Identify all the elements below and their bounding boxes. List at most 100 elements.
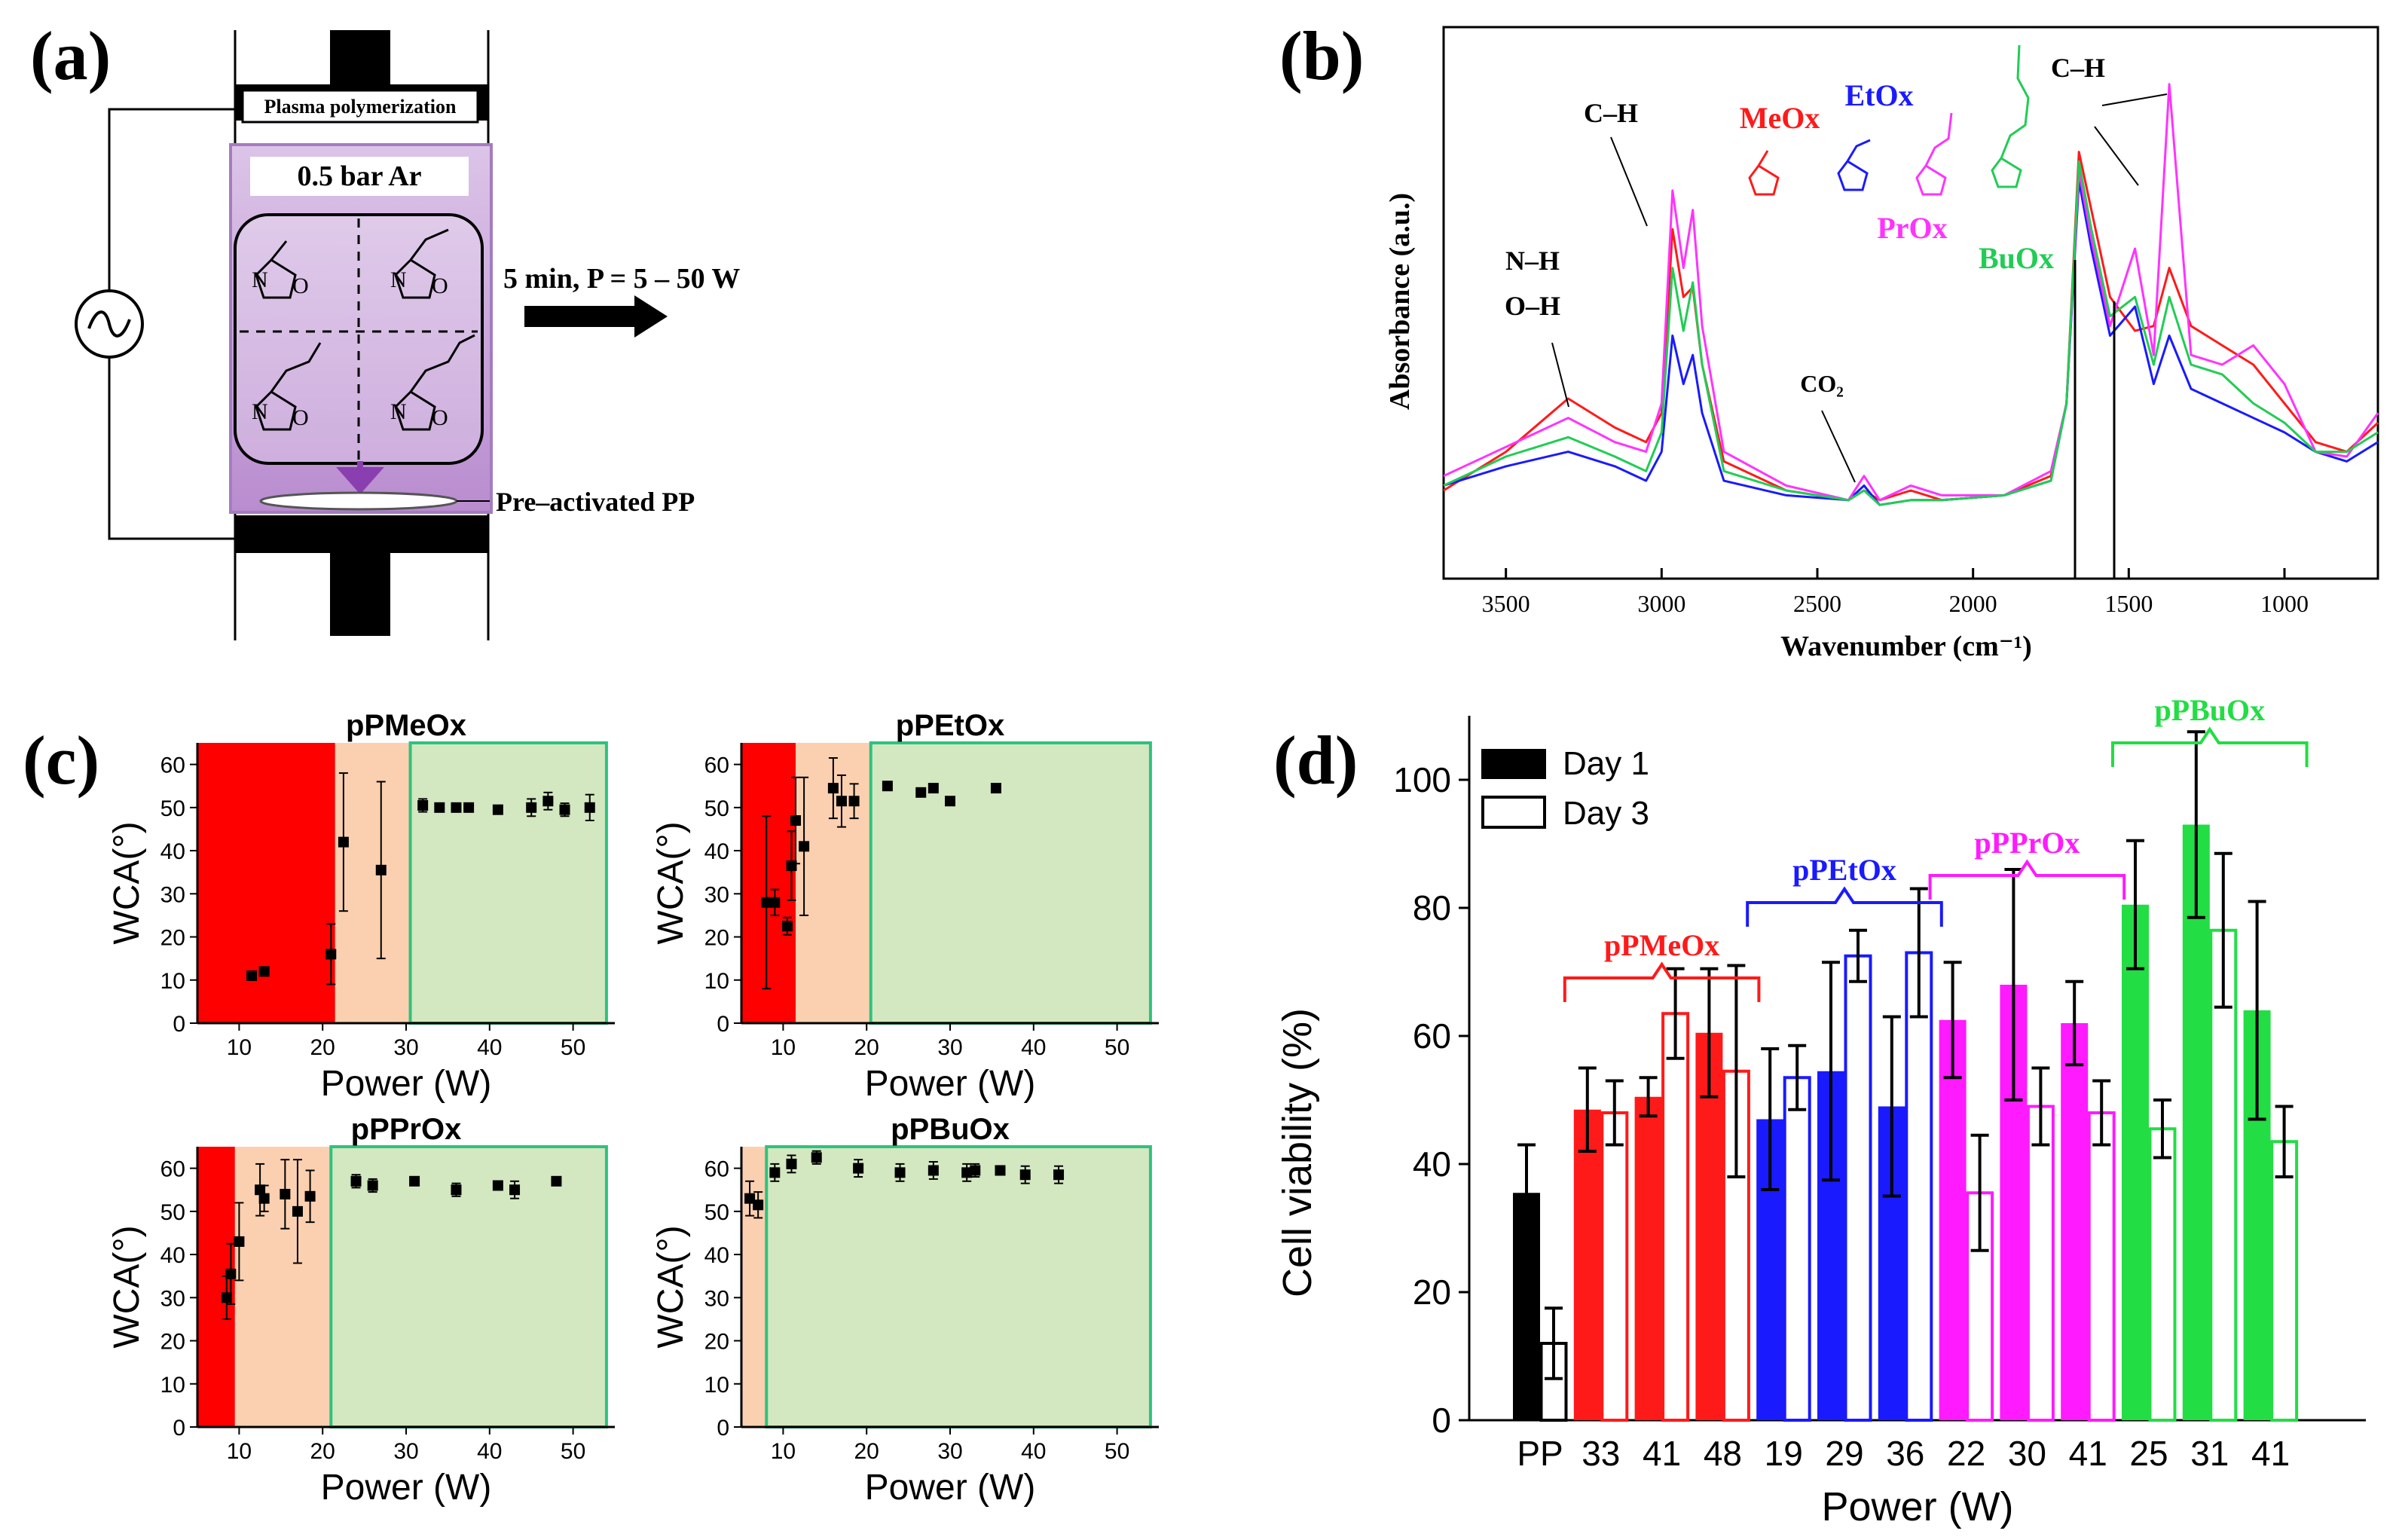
wca-point <box>769 1163 781 1182</box>
wca-point <box>786 1154 797 1174</box>
wca-point <box>848 783 860 820</box>
wca-ylabel: WCA(°) <box>107 821 147 944</box>
header-box <box>241 89 479 124</box>
wca-point <box>915 787 927 798</box>
ch-right-arrow-2 <box>2094 126 2139 186</box>
ftir-x-tick-label: 3500 <box>1482 590 1530 617</box>
group-label: pPMeOx <box>1604 928 1719 962</box>
bar-day3 <box>1661 1012 1690 1422</box>
viability-error-bar <box>2275 1105 2294 1178</box>
wca-point <box>811 1150 822 1165</box>
viability-error-bar <box>1822 961 1840 1182</box>
wca-point <box>526 798 537 817</box>
wca-x-tick-label: 20 <box>310 1439 335 1464</box>
wca-y-tick-label: 20 <box>160 926 185 951</box>
wca-y-tick-label: 10 <box>704 969 729 994</box>
wca-point <box>584 793 595 822</box>
monomer-label-meox: MeOx <box>1740 101 1820 135</box>
wca-y-tick-label: 30 <box>704 1286 729 1311</box>
viability-error-bar <box>2126 839 2144 970</box>
wca-ylabel: WCA(°) <box>651 821 691 944</box>
wca-y-tick-label: 40 <box>160 839 185 864</box>
ftir-xlabel: Wavenumber (cm⁻¹) <box>1780 631 2032 662</box>
butyl-oxazoline-icon: N O <box>390 334 475 431</box>
wca-x-tick-label: 20 <box>854 1035 879 1060</box>
viability-error-bar <box>2004 868 2023 1102</box>
viability-error-bar <box>1943 961 1962 1080</box>
annotation-co2: CO₂ <box>1800 370 1844 397</box>
ch-left-arrow <box>1610 136 1648 227</box>
wca-y-tick-label: 30 <box>160 882 185 907</box>
viability-error-bar <box>2248 900 2266 1121</box>
substrate-label: Pre–activated PP <box>496 487 695 517</box>
wca-point <box>325 923 337 985</box>
wca-point <box>761 815 772 990</box>
wca-x-tick-label: 40 <box>1021 1035 1046 1060</box>
viability-x-tick-label: 19 <box>1765 1434 1803 1473</box>
wca-x-tick-label: 30 <box>937 1035 962 1060</box>
viability-x-tick-label: 41 <box>2251 1434 2290 1473</box>
wca-y-tick-label: 50 <box>160 796 185 821</box>
ftir-x-tick-label: 2000 <box>1949 590 1997 617</box>
wca-x-tick-label: 10 <box>227 1035 252 1060</box>
wca-xlabel: Power (W) <box>865 1468 1036 1508</box>
wca-point <box>928 1161 939 1180</box>
ftir-x-ticks: 3500 3000 2500 2000 1500 1000 <box>1482 568 2309 617</box>
viability-error-bar <box>1727 964 1746 1178</box>
viability-y-tick-label: 80 <box>1413 888 1451 927</box>
viability-error-bar <box>1849 928 1867 983</box>
annotation-oh: O–H <box>1505 291 1560 321</box>
wca-y-tick-label: 60 <box>704 1157 729 1182</box>
panel-a-schematic: (a) Plasma polymerization 0.5 bar Ar N O… <box>30 17 740 640</box>
etox-structure-icon <box>1837 139 1871 191</box>
wca-point <box>769 888 781 916</box>
wca-point <box>225 1242 237 1305</box>
svg-text:N: N <box>390 267 407 292</box>
wca-region-orange <box>741 1147 767 1427</box>
legend-day1-swatch <box>1481 749 1546 779</box>
viability-error-bar <box>1761 1047 1780 1191</box>
svg-text:O: O <box>292 273 309 298</box>
viability-error-bar <box>1605 1079 1624 1147</box>
viability-bar-chart: 0 20 40 60 80 100 PP 33 41 48 19 29 36 22 30 41 25 31 41 pP… <box>1393 693 2366 1473</box>
group-label: pPBuOx <box>2154 693 2265 727</box>
wca-point <box>409 1175 420 1187</box>
panel-c-label: (c) <box>23 722 99 799</box>
wca-plot-ppbuox: 0 10 20 30 40 50 60 10 20 30 40 50 pPBuOx Power (W) WC… <box>651 1113 1159 1508</box>
viability-ylabel: Cell viability (%) <box>1275 1008 1320 1297</box>
wca-point <box>350 1174 362 1189</box>
viability-y-tick-label: 0 <box>1432 1401 1451 1440</box>
meox-structure-icon <box>1748 150 1780 196</box>
wca-region-red <box>197 1147 235 1427</box>
annotation-ch-right: C–H <box>2051 53 2105 83</box>
wca-x-tick-label: 20 <box>854 1439 879 1464</box>
viability-error-bar <box>1639 1076 1658 1118</box>
wca-point <box>945 796 955 807</box>
bar-day1 <box>1573 1109 1601 1420</box>
wca-y-tick-label: 0 <box>717 1416 729 1441</box>
wca-region-green <box>765 1145 1152 1428</box>
svg-text:O: O <box>432 273 448 298</box>
wca-y-tick-label: 0 <box>173 1012 185 1037</box>
wca-region-orange <box>335 743 411 1023</box>
panel-a-label: (a) <box>30 17 111 94</box>
svg-text:O: O <box>432 405 448 430</box>
top-electrode-stem <box>330 30 390 84</box>
wca-x-tick-label: 50 <box>561 1439 585 1464</box>
wca-y-tick-label: 50 <box>160 1200 185 1225</box>
viability-x-tick-label: 41 <box>2069 1434 2107 1473</box>
group-bracket-ppbuox: pPBuOx <box>2111 693 2309 767</box>
wca-point <box>463 802 475 813</box>
wca-y-tick-label: 10 <box>704 1373 729 1398</box>
wca-point <box>1019 1165 1031 1184</box>
bar-day1 <box>2182 824 2210 1420</box>
wca-y-tick-label: 50 <box>704 796 729 821</box>
viability-error-bar <box>1909 887 1928 1019</box>
wca-ylabel: WCA(°) <box>107 1225 147 1348</box>
bar-day3 <box>1783 1076 1811 1422</box>
group-bracket-ppetox: pPEtOx <box>1746 853 1943 927</box>
wca-point <box>799 776 810 916</box>
wca-point <box>375 781 387 960</box>
viability-legend: Day 1 Day 3 <box>1481 745 1649 832</box>
